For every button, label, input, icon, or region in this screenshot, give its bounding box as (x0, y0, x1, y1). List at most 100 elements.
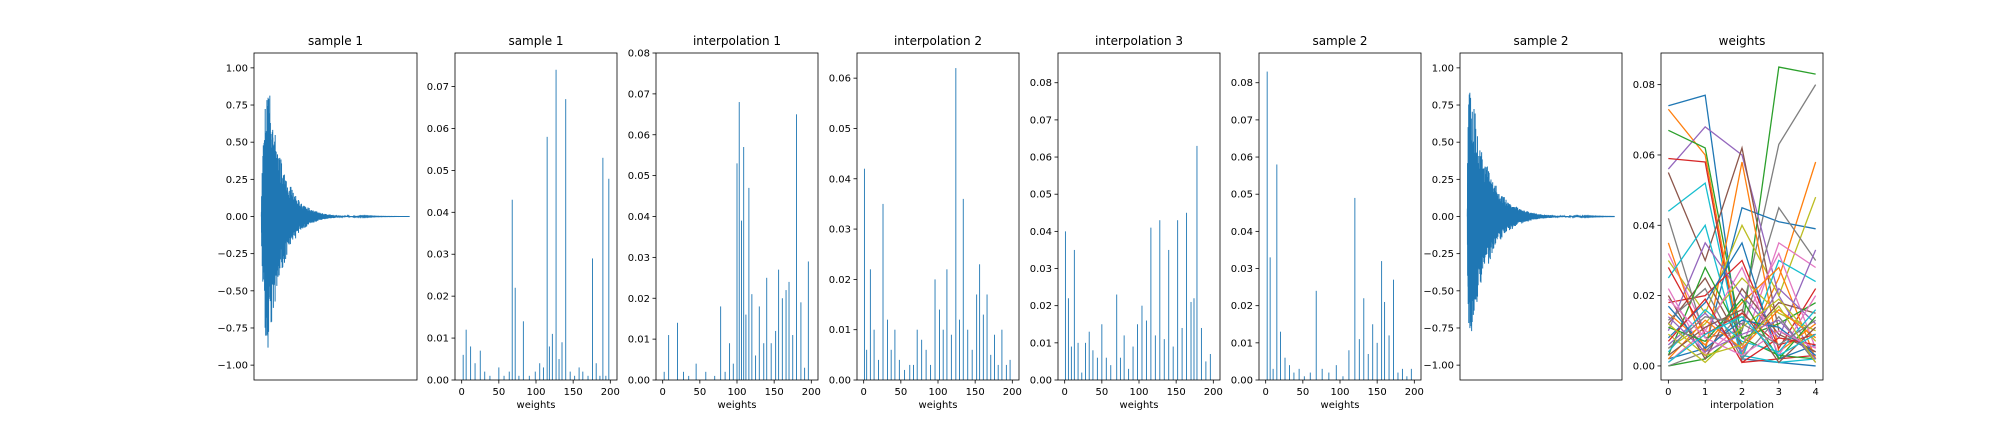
bar (736, 163, 738, 380)
bar (555, 69, 557, 381)
x-tick-label: 150 (765, 387, 784, 398)
bar (602, 157, 604, 380)
bar (511, 199, 513, 380)
y-tick-label: −0.25 (1423, 249, 1454, 260)
y-tick-label: 0.02 (628, 294, 650, 305)
y-tick-label: −0.50 (217, 286, 248, 297)
bar (976, 294, 978, 380)
bar (1280, 331, 1282, 380)
y-tick-label: 0.00 (829, 376, 851, 387)
bar (1393, 279, 1394, 380)
bar (688, 375, 690, 380)
y-tick-label: 0.06 (1030, 153, 1052, 164)
y-tick-label: −1.00 (1423, 361, 1454, 372)
bar (878, 359, 880, 380)
bar (800, 302, 802, 380)
y-tick-label: −0.75 (1423, 323, 1454, 334)
x-tick-label: 100 (526, 387, 545, 398)
y-tick-label: 0.00 (1231, 376, 1253, 387)
bar (518, 375, 520, 380)
bar (1401, 368, 1403, 380)
bar (1372, 324, 1374, 380)
bar (1064, 231, 1066, 380)
bar (1289, 365, 1290, 380)
bar (743, 147, 745, 380)
x-tick-label: 150 (1368, 387, 1387, 398)
subplot-3: interpolation 1 0.00 0.01 0.02 0.03 0.04 0.05 0… (628, 34, 821, 411)
y-tick-label: 0.04 (628, 212, 650, 223)
y-tick-label: 0.04 (1633, 221, 1655, 232)
bar (1137, 324, 1138, 380)
waveform-line (260, 95, 410, 348)
bar (781, 298, 783, 380)
bar (1150, 227, 1152, 380)
bar (887, 319, 888, 380)
bar (462, 354, 464, 380)
subplot-title: sample 2 (1513, 34, 1568, 48)
y-tick-label: 0.00 (427, 376, 449, 387)
bar (558, 359, 560, 380)
x-tick-label: 0 (660, 387, 666, 398)
y-tick-label: −0.25 (217, 249, 248, 260)
bar (745, 314, 747, 380)
x-tick-label: 2 (1739, 387, 1745, 398)
bar (724, 371, 726, 380)
bar (514, 287, 516, 380)
y-tick-label: 0.07 (1030, 115, 1052, 126)
bar (1105, 357, 1107, 380)
bar (522, 321, 524, 380)
series-line (1667, 298, 1816, 364)
bar (916, 329, 918, 380)
bar (863, 168, 865, 380)
bar (1177, 220, 1179, 380)
bar (1123, 335, 1125, 380)
x-tick-label: 200 (601, 387, 620, 398)
plot-frame (1057, 52, 1221, 381)
x-axis-label: interpolation (1710, 400, 1774, 411)
bar (1209, 353, 1211, 380)
bar (729, 343, 731, 380)
y-tick-label: 0.04 (829, 174, 851, 185)
series-line (1668, 206, 1816, 360)
bar (720, 306, 722, 380)
bar (898, 359, 900, 380)
bar (587, 375, 589, 380)
bar (1070, 346, 1072, 380)
bar (804, 367, 806, 380)
bar (1363, 298, 1365, 380)
y-tick-label: 0.05 (829, 124, 851, 135)
subplot-6: sample 2 0.00 0.01 0.02 0.03 0.04 0.05 0.06 0.07… (1231, 34, 1424, 411)
x-tick-label: 3 (1776, 387, 1782, 398)
x-axis-label: weights (517, 400, 556, 411)
bar (1276, 164, 1278, 380)
series-line (1667, 316, 1817, 349)
bar (470, 346, 472, 380)
bar (1342, 376, 1344, 380)
bar (866, 349, 868, 380)
bar (1005, 364, 1007, 380)
series-line (1667, 315, 1816, 363)
bar (1110, 365, 1112, 380)
bar (1081, 372, 1083, 380)
bar (1315, 290, 1317, 380)
bar (1293, 372, 1295, 380)
bar (605, 375, 607, 380)
y-tick-label: 0.05 (628, 171, 650, 182)
bar (979, 264, 981, 380)
bar (967, 329, 969, 380)
bar (758, 306, 760, 380)
y-tick-label: 0.03 (829, 225, 851, 236)
bar (528, 375, 530, 380)
y-tick-label: 0.08 (628, 49, 650, 60)
y-tick-label: −1.00 (217, 361, 248, 372)
bar (1181, 327, 1183, 380)
bar (741, 220, 742, 380)
y-tick-label: 0.05 (427, 166, 449, 177)
bar (1367, 353, 1369, 380)
subplot-title: sample 2 (1312, 34, 1367, 48)
bar (1085, 342, 1086, 380)
bar (913, 364, 914, 380)
bar (1284, 357, 1286, 380)
bar (1154, 335, 1156, 380)
